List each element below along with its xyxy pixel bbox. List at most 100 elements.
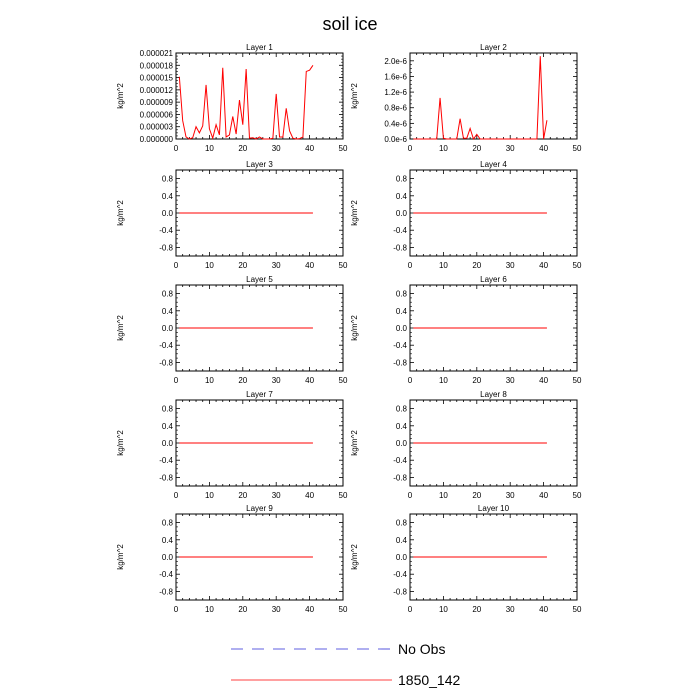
- x-tick-label: 50: [573, 491, 582, 500]
- y-tick-label: 0.0: [162, 209, 174, 218]
- y-tick-label: 0.4: [396, 536, 408, 545]
- y-tick-label: 0.8: [162, 405, 174, 414]
- x-tick-label: 30: [506, 605, 515, 614]
- legend-label-2: 1850_142: [398, 672, 461, 688]
- panel-layer-8: Layer 8 kg/m^2 0 10 20 30 40 50 0.8 0.4 0.0 -0.4 -0.…: [350, 390, 582, 500]
- y-tick-label: 0.8: [396, 290, 408, 299]
- x-tick-label: 0: [408, 605, 413, 614]
- y-tick-label: 0.4: [396, 307, 408, 316]
- x-tick-label: 40: [539, 491, 548, 500]
- panel-layer-5: Layer 5 kg/m^2 0 10 20 30 40 50 0.8 0.4 0.0 -0.4 -0.…: [116, 275, 348, 385]
- x-tick-label: 0: [174, 491, 179, 500]
- y-tick-label: 0.4: [162, 422, 174, 431]
- panel-title: Layer 9: [246, 504, 273, 513]
- y-tick-label: 0.000012: [140, 86, 174, 95]
- y-axis-label: kg/m^2: [350, 430, 359, 456]
- x-tick-label: 30: [272, 605, 281, 614]
- y-tick-label: 0.4: [396, 192, 408, 201]
- x-tick-label: 40: [305, 144, 314, 153]
- series-line: [413, 56, 548, 141]
- y-tick-label: 0.0: [162, 439, 174, 448]
- x-tick-label: 30: [506, 376, 515, 385]
- x-tick-label: 20: [472, 376, 481, 385]
- y-tick-label: 0.000015: [140, 74, 174, 83]
- x-tick-label: 0: [174, 144, 179, 153]
- y-tick-label: 0.8: [396, 519, 408, 528]
- y-axis-label: kg/m^2: [350, 200, 359, 226]
- x-tick-label: 50: [339, 261, 348, 270]
- x-tick-label: 10: [205, 605, 214, 614]
- x-tick-label: 40: [539, 144, 548, 153]
- panel-layer-1: Layer 1 kg/m^2 0 10 20 30 40 50 0.000000 0.000003…: [116, 43, 348, 153]
- y-tick-label: -0.8: [393, 587, 407, 596]
- panel-title: Layer 3: [246, 160, 273, 169]
- x-tick-label: 40: [305, 376, 314, 385]
- panel-title: Layer 7: [246, 390, 273, 399]
- panel-title: Layer 2: [480, 43, 507, 52]
- panel-layer-3: Layer 3 kg/m^2 0 10 20 30 40 50 0.8 0.4 0.0 -0.4 -0.…: [116, 160, 348, 270]
- x-tick-label: 30: [506, 491, 515, 500]
- y-axis-label: kg/m^2: [350, 83, 359, 109]
- plot-frame: [409, 52, 578, 140]
- y-tick-label: -0.8: [159, 243, 173, 252]
- series-line: [178, 65, 314, 140]
- y-tick-label: -0.4: [159, 341, 173, 350]
- x-tick-label: 20: [472, 491, 481, 500]
- panel-layer-9: Layer 9 kg/m^2 0 10 20 30 40 50 0.8 0.4 0.0 -0.4 -0.…: [116, 504, 348, 614]
- x-tick-label: 50: [339, 376, 348, 385]
- y-tick-label: 0.4: [396, 422, 408, 431]
- x-tick-label: 40: [305, 261, 314, 270]
- panel-layer-7: Layer 7 kg/m^2 0 10 20 30 40 50 0.8 0.4 0.0 -0.4 -0.…: [116, 390, 348, 500]
- x-tick-label: 50: [573, 605, 582, 614]
- y-tick-label: 0.0: [396, 324, 408, 333]
- y-tick-label: 0.000021: [140, 49, 174, 58]
- y-tick-label: -0.4: [393, 570, 407, 579]
- y-tick-label: 0.000018: [140, 61, 174, 70]
- x-tick-label: 10: [439, 605, 448, 614]
- y-tick-label: -0.8: [159, 473, 173, 482]
- y-tick-label: 0.8: [162, 175, 174, 184]
- y-tick-label: 0.0: [396, 553, 408, 562]
- y-tick-label: -0.4: [393, 341, 407, 350]
- legend-label-1: No Obs: [398, 641, 445, 657]
- plot-frame: [175, 52, 344, 140]
- x-tick-label: 40: [305, 491, 314, 500]
- panel-layer-2: Layer 2 kg/m^2 0 10 20 30 40 50 0.0e-6 0.4e-6 0.8e…: [350, 43, 582, 153]
- x-tick-label: 10: [205, 376, 214, 385]
- x-tick-label: 50: [339, 605, 348, 614]
- y-tick-label: 0.0e-6: [384, 135, 407, 144]
- x-tick-label: 10: [439, 261, 448, 270]
- y-tick-label: 0.0: [162, 553, 174, 562]
- y-axis-label: kg/m^2: [116, 200, 125, 226]
- y-tick-label: 0.4e-6: [384, 119, 407, 128]
- panel-title: Layer 5: [246, 275, 273, 284]
- y-tick-label: -0.4: [159, 456, 173, 465]
- x-tick-label: 20: [238, 605, 247, 614]
- x-tick-label: 0: [408, 261, 413, 270]
- y-tick-label: 0.0: [396, 439, 408, 448]
- x-tick-label: 30: [272, 261, 281, 270]
- x-tick-label: 0: [174, 376, 179, 385]
- x-tick-label: 50: [339, 491, 348, 500]
- x-tick-label: 30: [506, 144, 515, 153]
- panel-title: Layer 6: [480, 275, 507, 284]
- y-tick-label: 0.4: [162, 307, 174, 316]
- x-tick-label: 0: [408, 491, 413, 500]
- x-tick-label: 10: [205, 144, 214, 153]
- y-tick-label: -0.8: [393, 358, 407, 367]
- x-tick-label: 0: [174, 605, 179, 614]
- y-axis-label: kg/m^2: [116, 315, 125, 341]
- y-tick-label: 0.8: [162, 519, 174, 528]
- x-tick-label: 50: [573, 376, 582, 385]
- x-tick-label: 30: [272, 144, 281, 153]
- x-tick-label: 10: [439, 376, 448, 385]
- y-tick-label: 0.8: [396, 405, 408, 414]
- panel-layer-10: Layer 10 kg/m^2 0 10 20 30 40 50 0.8 0.4 0.0 -0.4 -0…: [350, 504, 582, 614]
- x-tick-label: 40: [539, 605, 548, 614]
- figure-title: soil ice: [322, 14, 377, 34]
- x-tick-label: 10: [205, 261, 214, 270]
- x-tick-label: 20: [472, 261, 481, 270]
- y-tick-label: 0.4: [162, 192, 174, 201]
- y-axis-label: kg/m^2: [350, 544, 359, 570]
